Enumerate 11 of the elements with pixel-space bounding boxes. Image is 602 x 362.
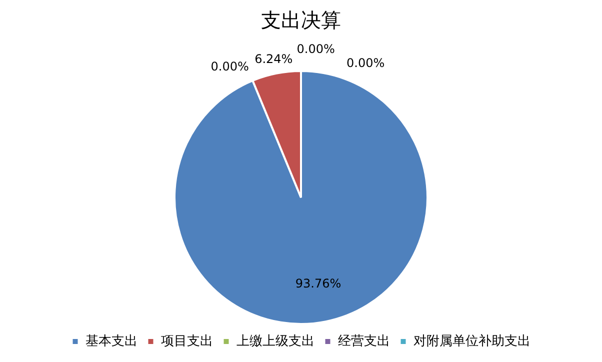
data-label: 6.24%: [254, 52, 293, 66]
legend-label: 上缴上级支出: [236, 334, 314, 349]
legend-label: 对附属单位补助支出: [413, 334, 530, 349]
chart-title: 支出决算: [261, 8, 341, 32]
legend-label: 项目支出: [160, 334, 213, 349]
legend-label: 基本支出: [85, 334, 138, 349]
data-label: 93.76%: [295, 276, 342, 290]
text: 0.00%: [210, 59, 249, 74]
text: 0.00%: [346, 56, 385, 70]
text: 0.00%: [296, 42, 335, 56]
legend-label: 经营支出: [338, 334, 390, 349]
